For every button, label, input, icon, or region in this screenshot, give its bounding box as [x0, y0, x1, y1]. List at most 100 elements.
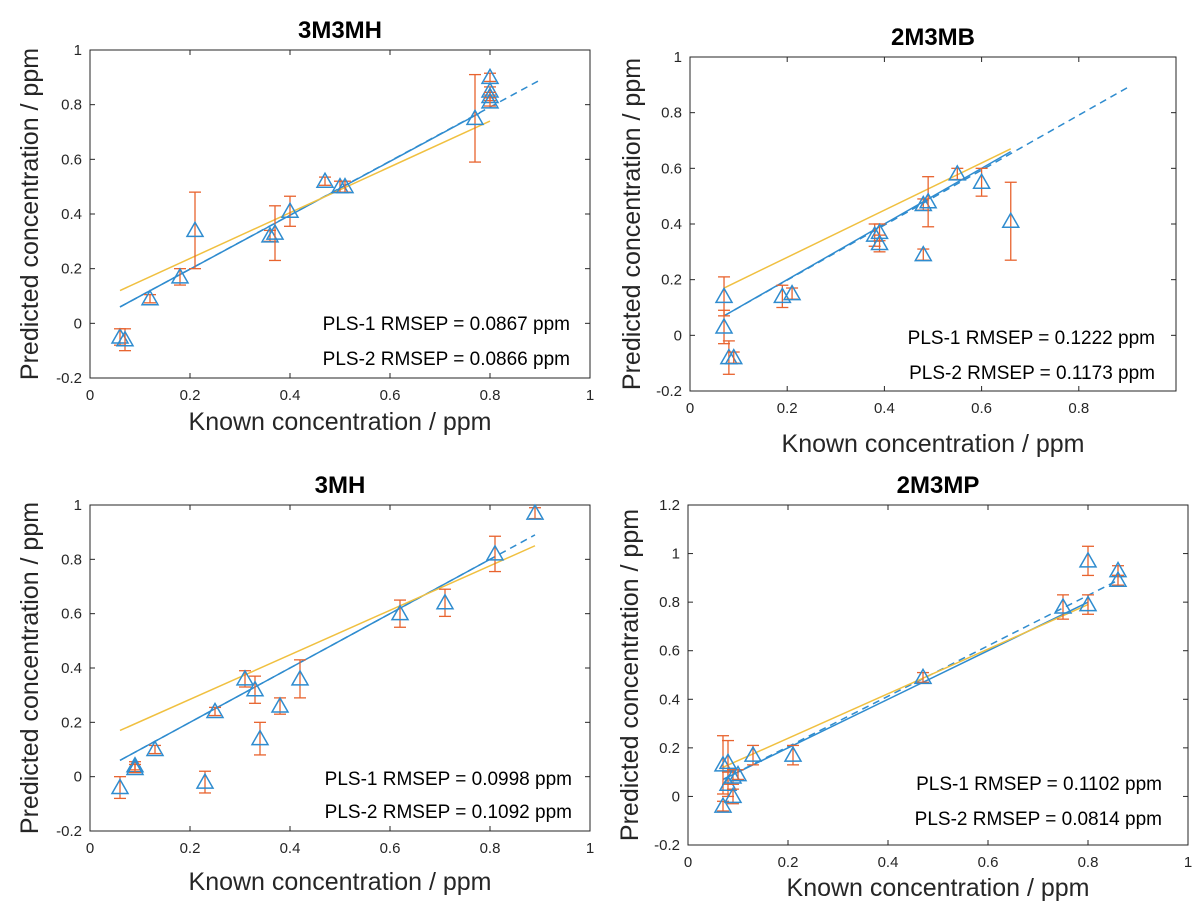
- data-point-marker: [260, 226, 280, 243]
- data-point-marker: [250, 729, 270, 746]
- y-tick-label: 0.8: [659, 594, 680, 611]
- data-point-marker: [1078, 551, 1098, 568]
- data-point-marker: [1108, 570, 1128, 588]
- data-point-marker: [782, 284, 802, 301]
- x-tick-label: 1: [586, 840, 594, 857]
- y-tick-label: 0: [672, 788, 680, 805]
- rmsep-annotation: PLS-2 RMSEP = 0.1092 ppm: [325, 802, 572, 823]
- y-tick-label: 0.4: [61, 660, 82, 677]
- y-axis-label: Predicted concentration / ppm: [16, 48, 44, 380]
- rmsep-annotation: PLS-2 RMSEP = 0.0866 ppm: [323, 349, 570, 370]
- data-point-marker: [110, 327, 130, 344]
- y-tick-label: 0.2: [661, 272, 682, 289]
- y-tick-label: 0.6: [61, 606, 82, 623]
- fit-line-solid: [119, 112, 481, 308]
- x-tick-label: 0.2: [778, 854, 799, 871]
- x-tick-label: 0.8: [480, 840, 501, 857]
- data-point-marker: [290, 669, 310, 686]
- y-tick-label: -0.2: [656, 383, 682, 400]
- y-tick-label: 0.6: [659, 643, 680, 660]
- x-tick-label: 0.6: [971, 400, 992, 417]
- data-point-marker: [718, 752, 738, 770]
- y-tick-label: 0.2: [61, 714, 82, 731]
- data-point-marker: [280, 201, 300, 219]
- x-tick-label: 0.8: [1068, 400, 1089, 417]
- chart-title: 3M3MH: [298, 17, 382, 44]
- y-tick-label: -0.2: [654, 837, 680, 854]
- data-point-marker: [714, 317, 734, 334]
- y-tick-label: 0: [674, 327, 682, 344]
- y-tick-label: 0.8: [661, 105, 682, 122]
- chart-panel-3: 0 0.2 0.4 0.6 0.8 1-0.200.20.40.60.813MHKnown…: [16, 472, 594, 896]
- y-tick-label: 0.2: [659, 740, 680, 757]
- x-tick-label: 0.2: [777, 400, 798, 417]
- data-point-marker: [913, 667, 933, 685]
- data-point-marker: [1053, 597, 1073, 614]
- y-axis-label: Predicted concentration / ppm: [618, 58, 646, 390]
- x-tick-label: 0: [686, 400, 694, 417]
- data-point-marker: [125, 759, 145, 776]
- rmsep-annotation: PLS-2 RMSEP = 0.0814 ppm: [915, 809, 1162, 830]
- x-tick-label: 0.4: [874, 400, 895, 417]
- x-tick-label: 0: [86, 387, 94, 404]
- x-axis-label: Known concentration / ppm: [787, 874, 1090, 902]
- chart-panel-1: 0 0.2 0.4 0.6 0.8 1-0.200.20.40.60.813M3MHKno…: [16, 17, 594, 436]
- data-point-marker: [723, 767, 743, 784]
- rmsep-annotation: PLS-1 RMSEP = 0.0867 ppm: [323, 314, 570, 335]
- data-point-marker: [270, 696, 290, 713]
- x-tick-label: 0.6: [978, 854, 999, 871]
- y-tick-label: 0: [74, 315, 82, 332]
- y-axis-label: Predicted concentration / ppm: [16, 502, 44, 834]
- x-tick-label: 0.6: [380, 387, 401, 404]
- data-point-marker: [245, 680, 265, 697]
- data-point-marker: [435, 593, 455, 610]
- data-point-marker: [870, 233, 889, 251]
- x-tick-label: 0: [684, 854, 692, 871]
- data-point-marker: [972, 172, 991, 189]
- data-point-marker: [265, 223, 285, 240]
- x-axis-label: Known concentration / ppm: [189, 868, 492, 896]
- y-tick-label: -0.2: [56, 823, 82, 840]
- data-point-marker: [1078, 595, 1098, 612]
- data-point-marker: [205, 701, 225, 719]
- data-point-marker: [235, 669, 255, 686]
- data-point-marker: [783, 745, 803, 762]
- y-tick-label: 0.8: [61, 97, 82, 114]
- chart-title: 2M3MP: [897, 472, 980, 499]
- fit-line-solid: [722, 603, 1089, 768]
- data-point-marker: [480, 92, 500, 109]
- fit-line-solid: [119, 120, 491, 292]
- x-tick-label: 0.8: [480, 387, 501, 404]
- data-point-marker: [913, 245, 933, 262]
- data-point-marker: [465, 108, 485, 126]
- data-point-marker: [140, 289, 160, 306]
- fit-line-solid: [119, 545, 536, 732]
- plot-area-frame: [687, 504, 1189, 846]
- data-point-marker: [110, 778, 130, 795]
- x-tick-label: 0.2: [180, 387, 201, 404]
- data-point-marker: [390, 604, 410, 621]
- y-tick-label: 0.8: [61, 551, 82, 568]
- data-point-marker: [724, 348, 744, 365]
- x-tick-label: 1: [586, 387, 594, 404]
- data-point-marker: [1001, 211, 1021, 228]
- rmsep-annotation: PLS-1 RMSEP = 0.1102 ppm: [916, 774, 1162, 795]
- y-tick-label: 1: [74, 42, 82, 59]
- x-tick-label: 0.6: [380, 840, 401, 857]
- x-tick-label: 0: [86, 840, 94, 857]
- y-tick-label: 0.6: [661, 160, 682, 177]
- y-tick-label: 1: [674, 49, 682, 66]
- data-point-marker: [913, 195, 933, 212]
- x-axis-label: Known concentration / ppm: [189, 408, 492, 436]
- data-point-marker: [723, 786, 743, 804]
- y-tick-label: 0.4: [661, 216, 682, 233]
- data-point-marker: [115, 330, 135, 347]
- fit-line-solid: [723, 150, 1012, 317]
- x-tick-label: 0.8: [1078, 854, 1099, 871]
- data-point-marker: [948, 164, 967, 181]
- fit-line-solid: [723, 148, 1012, 289]
- data-point-marker: [335, 177, 355, 194]
- x-tick-label: 0.2: [180, 840, 201, 857]
- data-point-marker: [315, 171, 335, 188]
